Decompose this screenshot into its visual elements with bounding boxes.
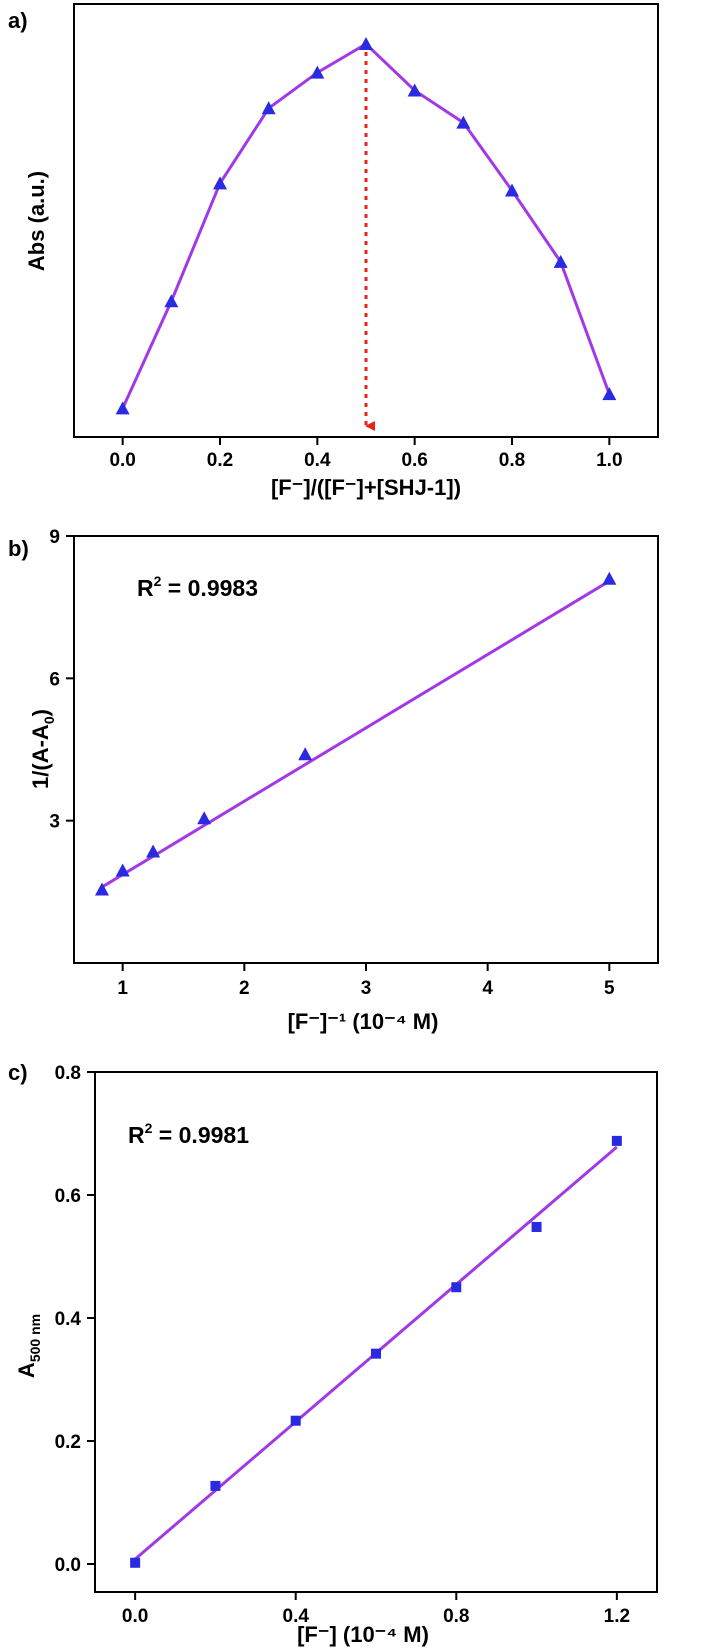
chart-c-ticks: 0.0 0.4 0.8 1.2 0.0 0.2 0.4 0.6 0.8 (55, 1063, 630, 1627)
chart-a-ylabel: Abs (a.u.) (24, 171, 49, 271)
chart-c-plot-area (130, 1135, 622, 1568)
chart-a-panel-label: a) (8, 8, 28, 33)
chart-a-xlabel: [F⁻]/([F⁻]+[SHJ-1]) (271, 475, 461, 500)
chart-b-ylabel-text: 1/(A-A (28, 724, 53, 789)
chart-c-point (290, 1415, 301, 1426)
chart-a-xtick-label: 0.2 (207, 450, 233, 471)
chart-b-point (94, 882, 109, 896)
chart-a-xtick-label: 0.0 (109, 450, 135, 471)
chart-a-point (310, 65, 325, 79)
chart-a-frame (73, 3, 659, 438)
chart-b-xtick-label: 5 (604, 978, 615, 999)
chart-c-xtick-label: 0.8 (443, 1606, 469, 1627)
chart-b-ytick-label: 3 (49, 812, 60, 833)
chart-c-point (210, 1480, 221, 1491)
chart-c-frame (94, 1071, 658, 1593)
chart-b-ytick-label: 9 (49, 527, 60, 548)
chart-c-point (371, 1348, 381, 1359)
chart-a-point (359, 37, 373, 50)
chart-a-point (456, 115, 471, 129)
chart-a-point (505, 183, 519, 197)
chart-b-point (146, 844, 161, 858)
chart-c-ytick-label: 0.8 (55, 1063, 81, 1084)
chart-a-point (553, 254, 568, 268)
chart-b-panel-label: b) (8, 536, 29, 561)
chart-c-ylabel: A500 nm (14, 1314, 43, 1378)
chart-a-point (407, 83, 422, 97)
chart-b-xtick-label: 2 (239, 978, 250, 999)
svg-text:A500 nm: A500 nm (14, 1314, 43, 1378)
chart-a: a) Abs (a.u.) [F⁻]/([F⁻]+[SHJ-1]) 0.0 0.2… (8, 3, 659, 500)
chart-c-point (130, 1557, 141, 1568)
chart-b-r2: R2 = 0.9983 (137, 573, 258, 601)
svg-text:1/(A-A0): 1/(A-A0) (28, 709, 57, 789)
chart-a-point (164, 294, 179, 308)
chart-a-xtick-label: 0.6 (401, 450, 427, 471)
chart-b-ytick-label: 6 (49, 669, 60, 690)
chart-c: c) A500 nm [F⁻] (10⁻⁴ M) R2 = 0.9981 0.0… (8, 1060, 658, 1647)
chart-b-point (602, 571, 617, 585)
chart-b-fit-line (101, 579, 611, 889)
chart-c-ytick-label: 0.4 (55, 1309, 82, 1330)
chart-c-xtick-label: 1.2 (604, 1606, 630, 1627)
chart-b-ylabel: 1/(A-A0) (28, 709, 57, 789)
chart-b-xtick-label: 1 (117, 978, 128, 999)
chart-b-xtick-label: 4 (482, 978, 493, 999)
chart-b-xlabel: [F⁻]⁻¹ (10⁻⁴ M) (288, 1009, 439, 1034)
chart-a-xtick-label: 0.4 (304, 450, 331, 471)
chart-c-point (531, 1221, 542, 1232)
chart-a-plot-area (115, 37, 617, 415)
chart-a-point (602, 387, 617, 401)
chart-b-plot-area (94, 571, 617, 896)
chart-a-point (115, 401, 130, 415)
chart-c-xtick-label: 0.0 (122, 1606, 148, 1627)
chart-b: b) 1/(A-A0) [F⁻]⁻¹ (10⁻⁴ M) R2 = 0.9983 … (8, 527, 659, 1034)
chart-a-xtick-label: 1.0 (596, 450, 622, 471)
chart-a-point (213, 176, 227, 190)
chart-c-xtick-label: 0.4 (283, 1606, 310, 1627)
chart-c-r2: R2 = 0.9981 (128, 1120, 249, 1148)
chart-a-xtick-label: 0.8 (499, 450, 525, 471)
chart-c-point (451, 1282, 462, 1293)
chart-b-point (115, 863, 130, 877)
chart-a-point (261, 101, 276, 115)
chart-b-point (298, 747, 313, 761)
chart-b-point (197, 811, 212, 825)
chart-c-ytick-label: 0.6 (55, 1186, 81, 1207)
chart-c-point (611, 1135, 622, 1146)
chart-c-ytick-label: 0.2 (55, 1432, 81, 1453)
chart-b-ticks: 1 2 3 4 5 3 6 9 (49, 527, 615, 999)
chart-c-xlabel: [F⁻] (10⁻⁴ M) (297, 1622, 429, 1647)
chart-a-xticks: 0.0 0.2 0.4 0.6 0.8 1.0 (109, 437, 623, 471)
chart-c-panel-label: c) (8, 1060, 28, 1085)
chart-b-xtick-label: 3 (361, 978, 372, 999)
chart-c-ytick-label: 0.0 (55, 1555, 81, 1576)
